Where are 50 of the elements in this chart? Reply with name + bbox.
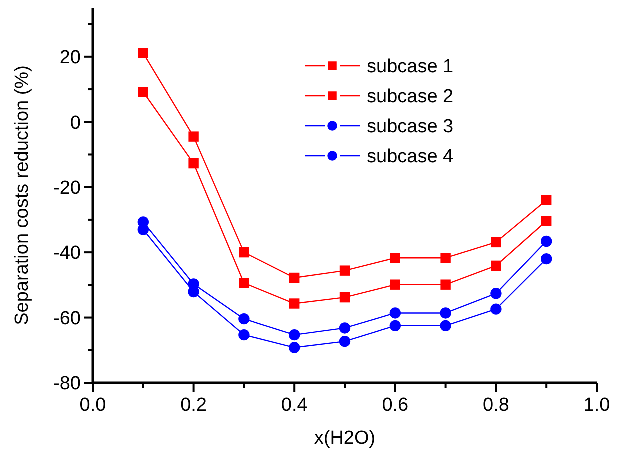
legend-label: subcase 2 (367, 86, 454, 108)
point (339, 336, 351, 348)
y-tick-label: 0 (70, 112, 81, 134)
point (542, 195, 552, 206)
x-tick-label: 0.4 (281, 395, 308, 416)
legend-label: subcase 1 (367, 56, 454, 78)
point (440, 253, 451, 264)
y-tick-label: -40 (54, 243, 81, 264)
point (390, 280, 400, 290)
point (238, 329, 250, 341)
x-axis-title: x(H2O) (314, 428, 376, 449)
y-tick-label: -60 (54, 308, 81, 330)
point (289, 329, 300, 341)
y-tick-label: 20 (60, 48, 81, 69)
point (188, 132, 199, 142)
point (542, 216, 552, 226)
point (491, 260, 502, 272)
y-axis-title: Separation costs reduction (%) (12, 66, 33, 326)
y-tick-label: -20 (54, 178, 81, 199)
point (340, 292, 350, 303)
point (239, 278, 250, 288)
x-tick-label: 1.0 (584, 395, 610, 416)
point (541, 253, 552, 265)
y-tick-label: -80 (54, 374, 81, 395)
point (390, 253, 400, 264)
point (290, 272, 300, 284)
point (339, 322, 351, 334)
x-tick-label: 0.6 (382, 395, 409, 416)
point (390, 308, 401, 319)
point (239, 247, 250, 258)
point (188, 158, 199, 169)
point (440, 320, 452, 332)
point (440, 280, 451, 290)
point (289, 342, 300, 354)
legend-label: subcase 4 (367, 146, 454, 168)
point (138, 48, 148, 58)
point (390, 320, 401, 332)
point (340, 266, 350, 276)
point (138, 87, 148, 98)
x-tick-label: 0.8 (482, 395, 510, 416)
x-tick-label: 0.0 (80, 395, 106, 416)
point (490, 288, 502, 300)
point (238, 313, 250, 325)
point (490, 304, 502, 315)
point (491, 237, 502, 248)
point (541, 236, 552, 248)
point (440, 308, 452, 319)
legend-label: subcase 3 (367, 116, 454, 138)
x-tick-label: 0.2 (180, 395, 208, 416)
point (290, 298, 300, 309)
